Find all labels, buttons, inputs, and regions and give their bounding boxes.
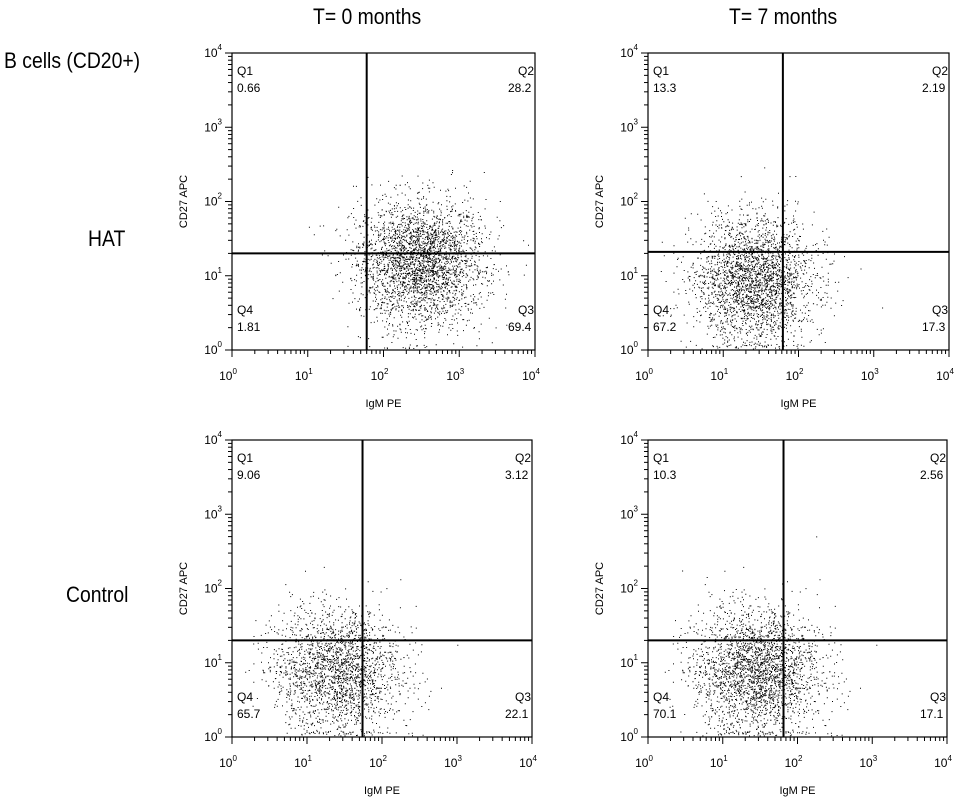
column-title-t0: T= 0 months (313, 4, 422, 29)
y-tick-label: 101 (204, 653, 222, 670)
quadrant-value-q2: 2.19 (922, 81, 946, 95)
x-tick-label: 101 (710, 367, 728, 383)
quadrant-value-q4: 1.81 (237, 320, 261, 334)
y-axis-label: CD27 APC (178, 175, 190, 228)
quadrant-value-q4: 70.1 (653, 707, 677, 721)
y-axis-label: CD27 APC (594, 175, 606, 228)
y-tick-label: 104 (204, 430, 222, 447)
y-tick-label: 101 (620, 266, 638, 283)
plot-panel-2: 100 101 102 103 104 100 101 102 103 104 IgM PE CD27… (594, 43, 954, 410)
y-tick-label: 100 (620, 340, 638, 357)
quadrant-name-q2: Q2 (518, 64, 534, 78)
y-tick-label: 102 (204, 192, 222, 209)
x-tick-label: 104 (934, 754, 952, 770)
quadrant-name-q4: Q4 (653, 690, 669, 704)
plot-panel-3: 100 101 102 103 104 100 101 102 103 104 IgM PE CD27… (178, 430, 537, 797)
y-tick-label: 104 (620, 43, 638, 60)
quadrant-value-q3: 17.3 (922, 320, 946, 334)
quadrant-value-q2: 3.12 (505, 468, 529, 482)
event-dots (660, 167, 884, 350)
plot-frame (231, 52, 536, 351)
y-tick-label: 101 (204, 266, 222, 283)
event-dot-cloud (660, 167, 884, 350)
quadrant-value-q1: 10.3 (653, 468, 677, 482)
plot-frame (647, 439, 948, 738)
y-tick-label: 103 (620, 117, 638, 134)
quadrant-name-q3: Q3 (932, 303, 948, 317)
quadrant-name-q4: Q4 (237, 303, 253, 317)
quadrant-name-q2: Q2 (515, 451, 531, 465)
quadrant-value-q1: 13.3 (653, 81, 677, 95)
y-tick-label: 100 (620, 727, 638, 744)
x-tick-label: 104 (522, 367, 540, 383)
y-tick-label: 103 (620, 504, 638, 521)
row-label-title: B cells (CD20+) (4, 48, 141, 73)
event-dot-cloud (245, 566, 459, 737)
y-tick-label: 101 (620, 653, 638, 670)
x-tick-label: 100 (219, 367, 237, 383)
event-dots (664, 536, 878, 737)
y-tick-label: 102 (620, 579, 638, 596)
quadrant-name-q1: Q1 (653, 451, 669, 465)
quadrant-value-q1: 9.06 (237, 468, 261, 482)
x-axis-label: IgM PE (364, 785, 400, 797)
x-tick-label: 102 (785, 754, 803, 770)
plot-panel-4: 100 101 102 103 104 100 101 102 103 104 IgM PE CD27… (594, 430, 952, 797)
x-tick-label: 100 (635, 367, 653, 383)
x-tick-label: 101 (295, 367, 313, 383)
x-tick-label: 101 (294, 754, 312, 770)
quadrant-name-q4: Q4 (653, 303, 669, 317)
y-axis-label: CD27 APC (178, 562, 190, 615)
x-tick-label: 102 (786, 367, 804, 383)
x-tick-label: 103 (861, 367, 879, 383)
quadrant-value-q4: 67.2 (653, 320, 677, 334)
y-tick-label: 100 (204, 340, 222, 357)
quadrant-value-q2: 28.2 (508, 81, 532, 95)
x-tick-label: 100 (635, 754, 653, 770)
y-tick-label: 103 (204, 117, 222, 134)
x-tick-label: 103 (859, 754, 877, 770)
y-tick-label: 104 (620, 430, 638, 447)
column-title-t7: T= 7 months (729, 4, 838, 29)
quadrant-name-q1: Q1 (653, 64, 669, 78)
x-axis-label: IgM PE (779, 785, 815, 797)
event-dots (245, 566, 459, 737)
x-tick-label: 104 (936, 367, 954, 383)
plot-frame (231, 439, 533, 738)
x-tick-label: 103 (444, 754, 462, 770)
quadrant-value-q2: 2.56 (920, 468, 944, 482)
quadrant-value-q3: 22.1 (505, 707, 529, 721)
quadrant-name-q2: Q2 (930, 451, 946, 465)
y-tick-label: 104 (204, 43, 222, 60)
quadrant-name-q3: Q3 (518, 303, 534, 317)
quadrant-name-q1: Q1 (237, 451, 253, 465)
quadrant-value-q3: 69.4 (508, 320, 532, 334)
event-dot-cloud (664, 536, 878, 737)
x-axis-label: IgM PE (780, 398, 816, 410)
quadrant-name-q3: Q3 (930, 690, 946, 704)
x-tick-label: 102 (371, 367, 389, 383)
x-tick-label: 104 (519, 754, 537, 770)
y-tick-label: 100 (204, 727, 222, 744)
x-tick-label: 101 (710, 754, 728, 770)
y-tick-label: 103 (204, 504, 222, 521)
quadrant-value-q4: 65.7 (237, 707, 261, 721)
quadrant-name-q3: Q3 (515, 690, 531, 704)
y-tick-label: 102 (620, 192, 638, 209)
quadrant-name-q2: Q2 (932, 64, 948, 78)
y-axis-label: CD27 APC (594, 562, 606, 615)
quadrant-name-q4: Q4 (237, 690, 253, 704)
x-tick-label: 100 (219, 754, 237, 770)
quadrant-value-q1: 0.66 (237, 81, 261, 95)
row-label-control: Control (66, 582, 129, 607)
plot-panel-1: 100 101 102 103 104 100 101 102 103 104 IgM PE CD27… (178, 43, 540, 410)
quadrant-value-q3: 17.1 (920, 707, 944, 721)
x-axis-label: IgM PE (365, 398, 401, 410)
x-tick-label: 102 (369, 754, 387, 770)
row-label-hat: HAT (88, 226, 126, 251)
quadrant-name-q1: Q1 (237, 64, 253, 78)
x-tick-label: 103 (446, 367, 464, 383)
y-tick-label: 102 (204, 579, 222, 596)
